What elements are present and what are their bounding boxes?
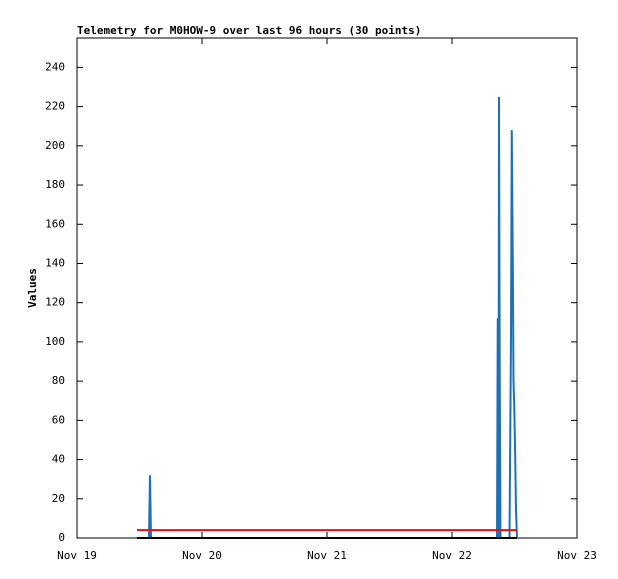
x-tick-label: Nov 19 <box>57 549 97 562</box>
y-tick-label: 180 <box>45 178 65 191</box>
series-line <box>137 96 518 539</box>
y-tick-label: 0 <box>58 531 65 544</box>
y-tick-label: 100 <box>45 335 65 348</box>
y-tick-label: 220 <box>45 100 65 113</box>
y-tick-label: 80 <box>52 374 65 387</box>
y-tick-label: 40 <box>52 453 65 466</box>
y-tick-label: 240 <box>45 60 65 73</box>
y-tick-label: 60 <box>52 413 65 426</box>
y-tick-label: 20 <box>52 492 65 505</box>
y-axis-label: Values <box>26 268 39 308</box>
x-tick-label: Nov 21 <box>307 549 347 562</box>
chart-title: Telemetry for M0HOW-9 over last 96 hours… <box>77 24 421 37</box>
y-tick-label: 200 <box>45 139 65 152</box>
x-tick-label: Nov 22 <box>432 549 472 562</box>
x-tick-label: Nov 23 <box>557 549 597 562</box>
y-tick-label: 120 <box>45 296 65 309</box>
y-tick-label: 160 <box>45 217 65 230</box>
x-tick-label: Nov 20 <box>182 549 222 562</box>
y-tick-label: 140 <box>45 256 65 269</box>
plot-frame <box>76 37 578 539</box>
